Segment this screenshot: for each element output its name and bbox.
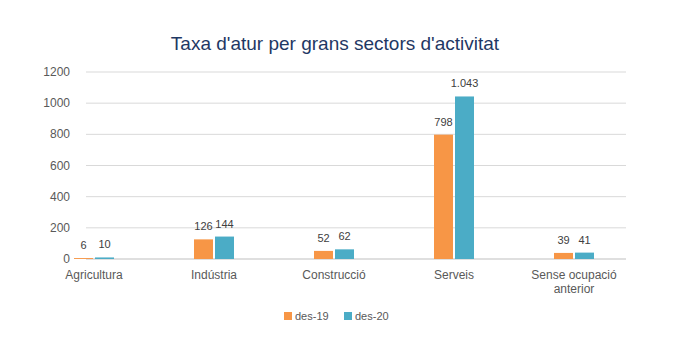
bars [74, 96, 594, 259]
bar [74, 258, 93, 259]
y-tick-label: 600 [50, 159, 70, 173]
legend-swatch [284, 312, 292, 320]
grid-line [86, 259, 626, 260]
x-tick-label-line: Serveis [434, 268, 474, 282]
bar [434, 135, 453, 259]
y-tick-label: 800 [50, 127, 70, 141]
data-label: 41 [578, 234, 590, 246]
x-tick-label-line: Agricultura [65, 268, 123, 282]
x-tick-label: Agricultura [65, 268, 123, 282]
bar [575, 253, 594, 259]
legend-label: des-20 [355, 310, 389, 322]
bar [95, 257, 114, 259]
bar [335, 249, 354, 259]
data-label: 62 [338, 230, 350, 242]
data-labels: 6 10 126144 52 62 798 1.043 39 41 [80, 77, 590, 251]
y-tick-label: 400 [50, 190, 70, 204]
data-label: 144 [215, 218, 233, 230]
grid-line [86, 134, 626, 135]
grid-line [86, 227, 626, 228]
y-tick-label: 0 [63, 252, 70, 266]
bar [314, 251, 333, 259]
grid-line [86, 196, 626, 197]
y-tick-label: 1000 [43, 96, 70, 110]
data-label: 10 [98, 238, 110, 250]
data-label: 39 [557, 234, 569, 246]
grid-line [86, 72, 626, 73]
data-label: 126 [194, 220, 212, 232]
title: Taxa d'atur per grans sectors d'activita… [171, 33, 500, 54]
bar [554, 253, 573, 259]
legend-swatch [344, 312, 352, 320]
x-tick-label: Indústria [191, 268, 237, 282]
x-tick-label: Sense ocupacióanterior [531, 268, 617, 296]
x-tick-label-line: anterior [554, 282, 595, 296]
bar [194, 239, 213, 259]
data-label: 52 [317, 232, 329, 244]
x-tick-label-line: Sense ocupació [531, 268, 617, 282]
grid-line [86, 165, 626, 166]
legend-entry: des-20 [344, 310, 389, 322]
background [0, 0, 684, 342]
x-tick-label-line: Construcció [302, 268, 366, 282]
y-tick-label: 200 [50, 221, 70, 235]
grid-line [86, 103, 626, 104]
y-tick-label: 1200 [43, 65, 70, 79]
data-label: 1.043 [451, 77, 479, 89]
bar [455, 96, 474, 259]
x-tick-label-line: Indústria [191, 268, 237, 282]
x-tick-label: Serveis [434, 268, 474, 282]
data-label: 6 [80, 239, 86, 251]
legend-label: des-19 [295, 310, 329, 322]
x-tick-label: Construcció [302, 268, 366, 282]
legend-entry: des-19 [284, 310, 329, 322]
bar [215, 237, 234, 259]
data-label: 798 [434, 116, 452, 128]
